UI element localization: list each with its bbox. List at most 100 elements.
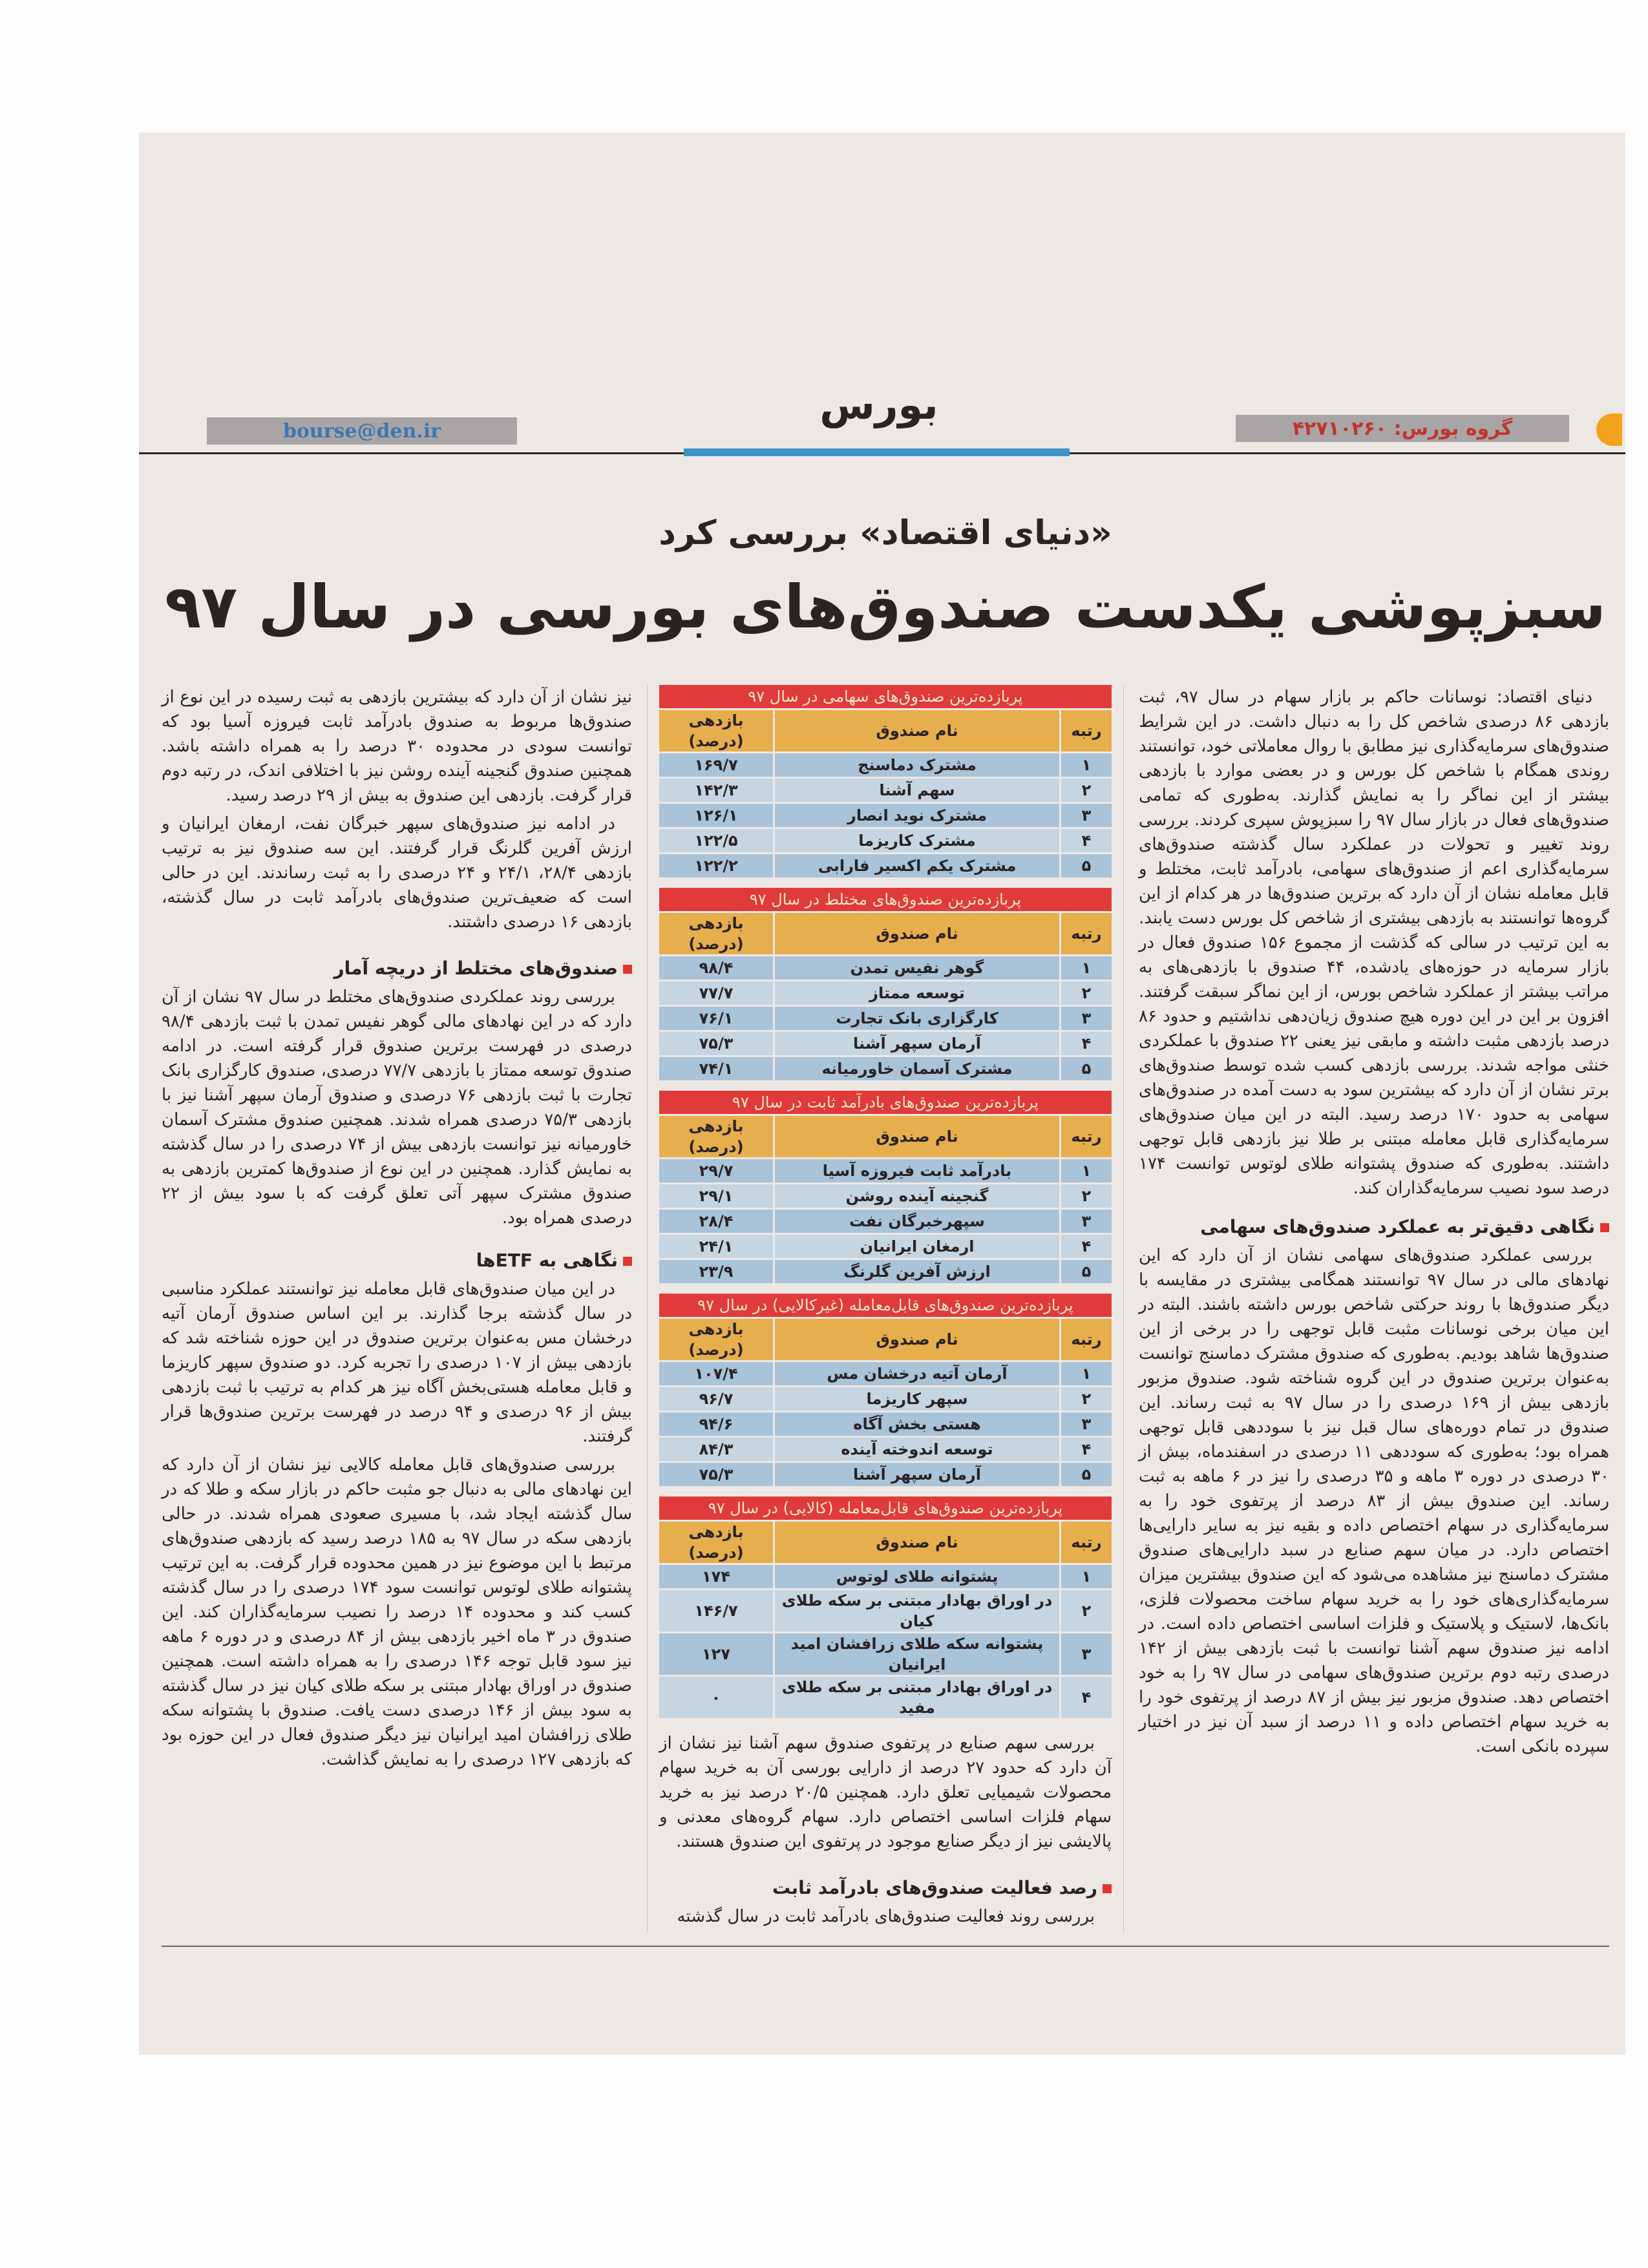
cell-rank: ۳ bbox=[1061, 1007, 1112, 1030]
cell-rank: ۴ bbox=[1061, 1235, 1112, 1258]
column-header-fund-name: نام صندوق bbox=[775, 913, 1059, 954]
table-row: ۴ ارمغان ایرانیان ۲۴/۱ bbox=[659, 1235, 1112, 1258]
cell-yield: ۹۶/۷ bbox=[659, 1387, 773, 1411]
column-header-rank: رتبه bbox=[1061, 1116, 1112, 1157]
fund-table: پربازده‌ترین صندوق‌های سهامی در سال ۹۷ رت… bbox=[659, 685, 1112, 877]
table-row: ۳ سپهرخبرگان نفت ۲۸/۴ bbox=[659, 1210, 1112, 1233]
cell-yield: ۷۷/۷ bbox=[659, 982, 773, 1005]
subheading-text: صندوق‌های مختلط از دریچه آمار bbox=[333, 958, 618, 979]
cell-fund-name: پشتوانه طلای لوتوس bbox=[775, 1565, 1059, 1588]
table-row: ۱ گوهر نفیس تمدن ۹۸/۴ bbox=[659, 956, 1112, 980]
section-phone: گروه بورس: ۴۲۷۱۰۲۶۰ bbox=[1236, 415, 1569, 442]
article-column-right: دنیای اقتصاد: نوسانات حاکم بر بازار سهام… bbox=[1139, 685, 1609, 1763]
column-header-yield: بازدهی (درصد) bbox=[659, 1116, 773, 1157]
cell-yield: ۱۲۷ bbox=[659, 1633, 773, 1675]
column-header-yield: بازدهی (درصد) bbox=[659, 1319, 773, 1360]
paragraph: بررسی عملکرد صندوق‌های سهامی نشان از آن … bbox=[1139, 1246, 1610, 1756]
header-rule-accent bbox=[684, 448, 1070, 456]
cell-rank: ۱ bbox=[1061, 1159, 1112, 1182]
article-column-middle: پربازده‌ترین صندوق‌های سهامی در سال ۹۷ رت… bbox=[647, 685, 1124, 1933]
cell-fund-name: پشتوانه سکه طلای زرافشان امید ایرانیان bbox=[775, 1633, 1059, 1675]
middle-column-text: بررسی سهم صنایع در پرتفوی صندوق سهم آشنا… bbox=[659, 1731, 1112, 1929]
cell-yield: ۷۵/۳ bbox=[659, 1463, 773, 1486]
table-title: پربازده‌ترین صندوق‌های قابل‌معامله (غیرک… bbox=[659, 1294, 1112, 1317]
cell-fund-name: توسعه اندوخته آینده bbox=[775, 1438, 1059, 1461]
cell-fund-name: مشترک دماسنج bbox=[775, 753, 1059, 777]
subheading: نگاهی دقیق‌تر به عملکرد صندوق‌های سهامی bbox=[1139, 1215, 1609, 1239]
page-tab-marker bbox=[1596, 414, 1622, 446]
fund-tables: پربازده‌ترین صندوق‌های سهامی در سال ۹۷ رت… bbox=[659, 685, 1112, 1718]
paragraph: بررسی روند فعالیت صندوق‌های بادرآمد ثابت… bbox=[677, 1907, 1095, 1926]
cell-rank: ۵ bbox=[1061, 1463, 1112, 1486]
cell-fund-name: آرمان سپهر آشنا bbox=[775, 1463, 1059, 1486]
table-row: ۲ گنجینه آینده روشن ۲۹/۱ bbox=[659, 1184, 1112, 1208]
cell-rank: ۱ bbox=[1061, 956, 1112, 980]
column-header-fund-name: نام صندوق bbox=[775, 1522, 1059, 1563]
cell-fund-name: در اوراق بهادار مبتنی بر سکه طلای مفید bbox=[775, 1677, 1059, 1718]
cell-fund-name: در اوراق بهادار مبتنی بر سکه طلای کیان bbox=[775, 1590, 1059, 1632]
table-row: ۲ سهم آشنا ۱۴۲/۳ bbox=[659, 779, 1112, 802]
cell-fund-name: توسعه ممتاز bbox=[775, 982, 1059, 1005]
subheading: نگاهی به ETFها bbox=[162, 1248, 632, 1273]
table-row: ۴ مشترک کاریزما ۱۲۲/۵ bbox=[659, 829, 1112, 852]
cell-rank: ۴ bbox=[1061, 1677, 1112, 1718]
square-bullet-icon bbox=[1600, 1223, 1609, 1232]
column-header-fund-name: نام صندوق bbox=[775, 1116, 1059, 1157]
square-bullet-icon bbox=[1103, 1884, 1112, 1893]
subheading-text: رصد فعالیت صندوق‌های بادرآمد ثابت bbox=[772, 1877, 1097, 1898]
cell-fund-name: بادرآمد ثابت فیروزه آسیا bbox=[775, 1159, 1059, 1182]
table-title: پربازده‌ترین صندوق‌های بادرآمد ثابت در س… bbox=[659, 1091, 1112, 1114]
subheading-text: نگاهی دقیق‌تر به عملکرد صندوق‌های سهامی bbox=[1200, 1216, 1595, 1237]
subheading: صندوق‌های مختلط از دریچه آمار bbox=[162, 956, 632, 981]
cell-yield: ۲۹/۷ bbox=[659, 1159, 773, 1182]
paragraph: بررسی سهم صنایع در پرتفوی صندوق سهم آشنا… bbox=[659, 1734, 1112, 1851]
column-header-rank: رتبه bbox=[1061, 1319, 1112, 1360]
fund-table: پربازده‌ترین صندوق‌های قابل‌معامله (کالا… bbox=[659, 1496, 1112, 1718]
section-email: bourse@den.ir bbox=[207, 417, 517, 445]
cell-rank: ۳ bbox=[1061, 1412, 1112, 1436]
table-row: ۴ توسعه اندوخته آینده ۸۴/۳ bbox=[659, 1438, 1112, 1461]
cell-rank: ۲ bbox=[1061, 1387, 1112, 1411]
table-header-row: رتبه نام صندوق بازدهی (درصد) bbox=[659, 913, 1112, 954]
article-column-left: نیز نشان از آن دارد که بیشترین بازدهی به… bbox=[162, 685, 632, 1776]
cell-fund-name: آرمان سپهر آشنا bbox=[775, 1032, 1059, 1055]
cell-yield: ۹۴/۶ bbox=[659, 1412, 773, 1436]
cell-fund-name: سهم آشنا bbox=[775, 779, 1059, 802]
table-row: ۵ آرمان سپهر آشنا ۷۵/۳ bbox=[659, 1463, 1112, 1486]
article-headline: سبزپوشی یکدست صندوق‌های بورسی در سال ۹۷ bbox=[164, 572, 1607, 642]
cell-rank: ۳ bbox=[1061, 1210, 1112, 1233]
column-header-rank: رتبه bbox=[1061, 710, 1112, 751]
cell-yield: ۱۲۲/۲ bbox=[659, 854, 773, 877]
column-header-yield: بازدهی (درصد) bbox=[659, 913, 773, 954]
table-row: ۱ پشتوانه طلای لوتوس ۱۷۴ bbox=[659, 1565, 1112, 1588]
column-header-yield: بازدهی (درصد) bbox=[659, 710, 773, 751]
cell-rank: ۴ bbox=[1061, 829, 1112, 852]
cell-fund-name: سپهرخبرگان نفت bbox=[775, 1210, 1059, 1233]
cell-fund-name: مشترک کاریزما bbox=[775, 829, 1059, 852]
cell-rank: ۲ bbox=[1061, 982, 1112, 1005]
column-header-rank: رتبه bbox=[1061, 1522, 1112, 1563]
table-title: پربازده‌ترین صندوق‌های سهامی در سال ۹۷ bbox=[659, 685, 1112, 708]
table-row: ۲ سپهر کاریزما ۹۶/۷ bbox=[659, 1387, 1112, 1411]
table-row: ۵ ارزش آفرین گلرنگ ۲۳/۹ bbox=[659, 1260, 1112, 1283]
cell-rank: ۳ bbox=[1061, 1633, 1112, 1675]
cell-rank: ۱ bbox=[1061, 1362, 1112, 1385]
table-row: ۱ بادرآمد ثابت فیروزه آسیا ۲۹/۷ bbox=[659, 1159, 1112, 1182]
paragraph: در ادامه نیز صندوق‌های سپهر خبرگان نفت، … bbox=[162, 814, 632, 932]
cell-yield: ۰ bbox=[659, 1677, 773, 1718]
paragraph: بررسی صندوق‌های قابل معامله کالایی نیز ن… bbox=[162, 1455, 632, 1769]
square-bullet-icon bbox=[623, 1257, 632, 1266]
column-header-fund-name: نام صندوق bbox=[775, 710, 1059, 751]
article-kicker: «دنیای اقتصاد» بررسی کرد bbox=[659, 514, 1112, 552]
cell-yield: ۱۷۴ bbox=[659, 1565, 773, 1588]
cell-yield: ۱۲۲/۵ bbox=[659, 829, 773, 852]
table-row: ۲ در اوراق بهادار مبتنی بر سکه طلای کیان ۱… bbox=[659, 1590, 1112, 1632]
article-columns: دنیای اقتصاد: نوسانات حاکم بر بازار سهام… bbox=[162, 685, 1609, 1947]
cell-fund-name: مشترک نوید انصار bbox=[775, 804, 1059, 827]
cell-yield: ۱۴۶/۷ bbox=[659, 1590, 773, 1632]
cell-yield: ۹۸/۴ bbox=[659, 956, 773, 980]
cell-rank: ۲ bbox=[1061, 779, 1112, 802]
cell-rank: ۱ bbox=[1061, 753, 1112, 777]
cell-fund-name: گوهر نفیس تمدن bbox=[775, 956, 1059, 980]
cell-fund-name: آرمان آتیه درخشان مس bbox=[775, 1362, 1059, 1385]
